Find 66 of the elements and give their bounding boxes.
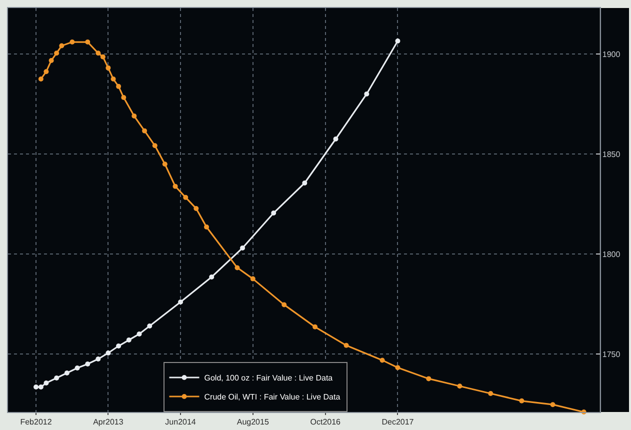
x-tick-label: Apr2013: [93, 418, 124, 427]
point: [147, 324, 152, 328]
point: [183, 194, 188, 200]
y-tick-label: 1800: [602, 250, 621, 259]
point: [136, 332, 142, 336]
point: [34, 384, 39, 390]
point: [204, 224, 210, 230]
point: [44, 380, 49, 386]
point: [488, 391, 494, 396]
point: [152, 143, 158, 148]
point: [395, 365, 400, 370]
point: [106, 65, 111, 70]
point: [59, 43, 64, 48]
point: [85, 40, 90, 45]
point: [380, 358, 385, 363]
point: [194, 206, 199, 212]
point: [74, 366, 80, 370]
point: [240, 246, 246, 250]
y-tick-label: 1850: [602, 150, 621, 159]
point: [70, 40, 75, 45]
point: [132, 114, 137, 119]
point: [344, 342, 349, 348]
point: [96, 50, 101, 56]
point: [142, 128, 148, 134]
point: [38, 76, 44, 82]
point: [106, 350, 111, 356]
point: [457, 384, 462, 389]
point: [364, 92, 370, 96]
point: [395, 38, 400, 44]
point: [116, 344, 122, 348]
point: [282, 302, 287, 308]
point: [85, 362, 90, 366]
point: [44, 69, 49, 74]
point: [519, 398, 524, 404]
legend-label: Crude Oil, WTI : Fair Value : Live Data: [204, 392, 341, 402]
point: [121, 95, 126, 100]
point: [54, 376, 60, 380]
x-tick-label: Dec2017: [382, 418, 414, 427]
point: [100, 54, 106, 60]
point: [426, 376, 432, 382]
x-tick-label: Feb2012: [20, 418, 52, 427]
point: [96, 356, 101, 362]
point: [333, 136, 338, 142]
point: [250, 276, 256, 282]
point: [312, 324, 318, 330]
point: [110, 76, 116, 82]
point: [54, 50, 60, 56]
point: [209, 274, 214, 280]
point: [550, 402, 556, 408]
point: [178, 300, 184, 304]
point: [172, 184, 178, 189]
legend-label: Gold, 100 oz : Fair Value : Live Data: [204, 374, 334, 383]
point: [126, 338, 132, 342]
y-tick-label: 1750: [602, 350, 621, 359]
point: [302, 180, 308, 186]
point: [271, 210, 276, 216]
y-tick-label: 1900: [602, 50, 621, 59]
x-tick-label: Oct2016: [310, 418, 342, 427]
x-tick-label: Aug2015: [236, 418, 270, 427]
point: [64, 370, 70, 376]
x-tick-label: Jun2014: [165, 418, 196, 427]
point: [162, 162, 168, 167]
point: [38, 384, 44, 390]
point: [48, 58, 54, 64]
point: [234, 265, 240, 270]
point: [116, 84, 122, 89]
